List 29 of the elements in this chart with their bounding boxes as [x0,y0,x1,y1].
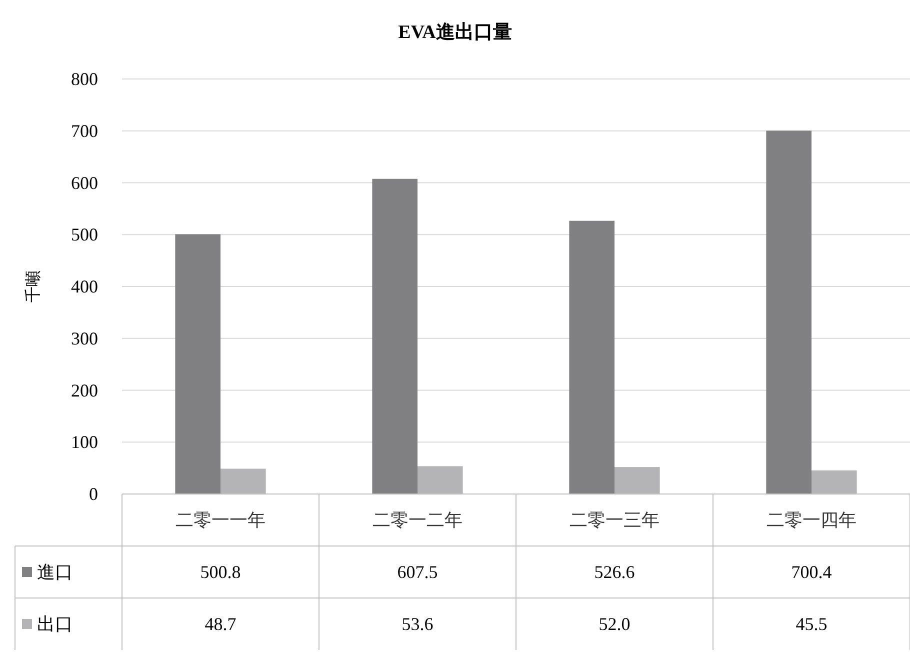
legend-label: 出口 [37,614,73,634]
data-label: 500.8 [200,562,241,582]
x-tick-label: 二零一一年 [176,510,266,530]
data-label: 607.5 [397,562,438,582]
y-tick-label: 0 [89,484,98,504]
data-label: 45.5 [796,614,828,634]
y-tick-label: 200 [71,380,98,400]
x-tick-label: 二零一三年 [570,510,660,530]
x-tick-label: 二零一二年 [372,510,462,530]
y-axis-title: 千噸 [24,270,42,302]
y-tick-label: 100 [71,432,98,452]
chart-title: EVA進出口量 [398,21,512,43]
data-label: 53.6 [402,614,434,634]
y-tick-label: 300 [71,328,98,348]
x-tick-label: 二零一四年 [766,510,856,530]
data-label: 526.6 [594,562,635,582]
bar [175,234,220,494]
y-tick-label: 700 [71,120,98,141]
bar [569,220,614,494]
y-tick-label: 500 [71,224,98,245]
data-label: 48.7 [204,614,236,634]
y-tick-label: 400 [71,276,98,296]
y-tick-label: 600 [71,172,98,193]
legend-label: 進口 [37,562,73,582]
data-label: 700.4 [791,562,832,582]
bar [372,178,418,494]
bar [766,130,812,494]
data-label: 52.0 [598,614,630,634]
y-tick-label: 800 [71,69,98,89]
